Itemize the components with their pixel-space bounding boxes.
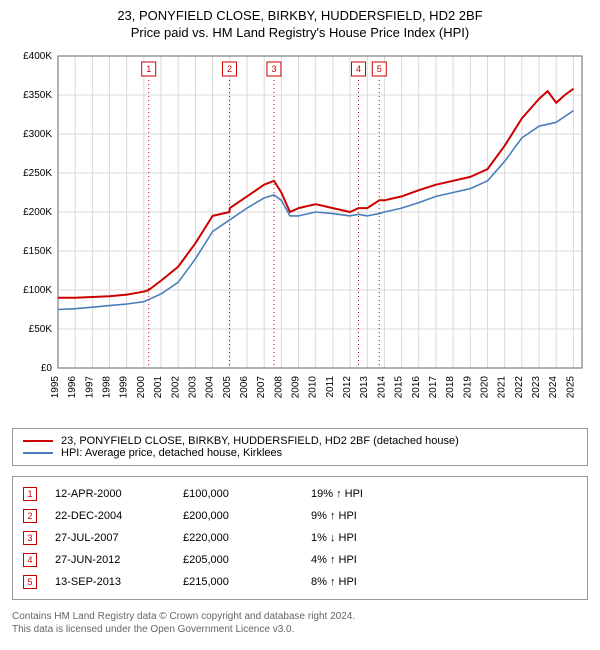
svg-text:£250K: £250K xyxy=(23,168,52,179)
transaction-price: £215,000 xyxy=(183,576,293,588)
transaction-row: 4 27-JUN-2012 £205,000 4% ↑ HPI xyxy=(23,549,577,571)
transaction-date: 13-SEP-2013 xyxy=(55,576,165,588)
svg-text:2008: 2008 xyxy=(273,376,284,399)
svg-text:1995: 1995 xyxy=(50,376,61,399)
transaction-hpi: 1% ↓ HPI xyxy=(311,532,421,544)
legend-label: 23, PONYFIELD CLOSE, BIRKBY, HUDDERSFIEL… xyxy=(61,435,459,447)
chart-svg: £0 £50K £100K £150K £200K £250K £300K £350K £400… xyxy=(12,48,588,418)
svg-text:4: 4 xyxy=(356,64,361,74)
svg-text:2016: 2016 xyxy=(411,376,422,399)
transaction-marker: 4 xyxy=(23,553,37,567)
transaction-hpi: 9% ↑ HPI xyxy=(311,510,421,522)
chart-subtitle: Price paid vs. HM Land Registry's House … xyxy=(12,25,588,40)
legend-label: HPI: Average price, detached house, Kirk… xyxy=(61,447,282,459)
svg-text:£350K: £350K xyxy=(23,90,52,101)
title-block: 23, PONYFIELD CLOSE, BIRKBY, HUDDERSFIEL… xyxy=(12,8,588,40)
legend-item: HPI: Average price, detached house, Kirk… xyxy=(23,447,577,459)
svg-text:5: 5 xyxy=(377,64,382,74)
transaction-price: £220,000 xyxy=(183,532,293,544)
svg-text:2023: 2023 xyxy=(531,376,542,399)
svg-text:2003: 2003 xyxy=(187,376,198,399)
chart-container: 23, PONYFIELD CLOSE, BIRKBY, HUDDERSFIEL… xyxy=(0,0,600,650)
svg-text:2020: 2020 xyxy=(480,376,491,399)
transaction-marker: 1 xyxy=(23,487,37,501)
footer-line-2: This data is licensed under the Open Gov… xyxy=(12,623,588,636)
svg-text:1999: 1999 xyxy=(119,376,130,399)
transaction-price: £205,000 xyxy=(183,554,293,566)
transaction-price: £100,000 xyxy=(183,488,293,500)
svg-text:2022: 2022 xyxy=(514,376,525,399)
svg-text:2018: 2018 xyxy=(445,376,456,399)
svg-text:2019: 2019 xyxy=(462,376,473,399)
chart-area: £0 £50K £100K £150K £200K £250K £300K £350K £400… xyxy=(12,48,588,418)
svg-text:2015: 2015 xyxy=(394,376,405,399)
transaction-hpi: 8% ↑ HPI xyxy=(311,576,421,588)
svg-text:1997: 1997 xyxy=(84,376,95,399)
svg-text:2025: 2025 xyxy=(565,376,576,399)
transaction-price: £200,000 xyxy=(183,510,293,522)
legend-box: 23, PONYFIELD CLOSE, BIRKBY, HUDDERSFIEL… xyxy=(12,428,588,466)
svg-text:2007: 2007 xyxy=(256,376,267,399)
legend-swatch xyxy=(23,452,53,454)
svg-text:2024: 2024 xyxy=(548,376,559,399)
svg-text:£400K: £400K xyxy=(23,51,52,62)
svg-text:2012: 2012 xyxy=(342,376,353,399)
svg-text:2014: 2014 xyxy=(376,376,387,399)
svg-text:2006: 2006 xyxy=(239,376,250,399)
transaction-marker: 5 xyxy=(23,575,37,589)
svg-text:2011: 2011 xyxy=(325,376,336,398)
svg-text:3: 3 xyxy=(271,64,276,74)
transaction-marker: 2 xyxy=(23,509,37,523)
svg-text:1998: 1998 xyxy=(102,376,113,399)
svg-text:2000: 2000 xyxy=(136,376,147,399)
chart-title: 23, PONYFIELD CLOSE, BIRKBY, HUDDERSFIEL… xyxy=(12,8,588,23)
transaction-hpi: 4% ↑ HPI xyxy=(311,554,421,566)
transaction-row: 5 13-SEP-2013 £215,000 8% ↑ HPI xyxy=(23,571,577,593)
transaction-marker: 3 xyxy=(23,531,37,545)
transaction-row: 1 12-APR-2000 £100,000 19% ↑ HPI xyxy=(23,483,577,505)
svg-text:2001: 2001 xyxy=(153,376,164,399)
svg-text:2017: 2017 xyxy=(428,376,439,399)
transaction-date: 27-JUN-2012 xyxy=(55,554,165,566)
svg-text:2021: 2021 xyxy=(497,376,508,399)
svg-text:2009: 2009 xyxy=(291,376,302,399)
svg-text:2004: 2004 xyxy=(205,376,216,399)
transaction-date: 27-JUL-2007 xyxy=(55,532,165,544)
svg-text:£200K: £200K xyxy=(23,207,52,218)
footer-attribution: Contains HM Land Registry data © Crown c… xyxy=(12,610,588,636)
svg-text:2: 2 xyxy=(227,64,232,74)
svg-text:2002: 2002 xyxy=(170,376,181,399)
svg-text:£100K: £100K xyxy=(23,285,52,296)
transaction-row: 3 27-JUL-2007 £220,000 1% ↓ HPI xyxy=(23,527,577,549)
svg-text:£0: £0 xyxy=(41,363,53,374)
svg-text:1996: 1996 xyxy=(67,376,78,399)
transaction-hpi: 19% ↑ HPI xyxy=(311,488,421,500)
svg-text:£300K: £300K xyxy=(23,129,52,140)
svg-text:2013: 2013 xyxy=(359,376,370,399)
footer-line-1: Contains HM Land Registry data © Crown c… xyxy=(12,610,588,623)
legend-swatch xyxy=(23,440,53,442)
svg-text:£50K: £50K xyxy=(29,324,53,335)
transaction-date: 22-DEC-2004 xyxy=(55,510,165,522)
legend-item: 23, PONYFIELD CLOSE, BIRKBY, HUDDERSFIEL… xyxy=(23,435,577,447)
svg-text:1: 1 xyxy=(146,64,151,74)
svg-text:2005: 2005 xyxy=(222,376,233,399)
transactions-table: 1 12-APR-2000 £100,000 19% ↑ HPI 2 22-DEC-200… xyxy=(12,476,588,600)
transaction-row: 2 22-DEC-2004 £200,000 9% ↑ HPI xyxy=(23,505,577,527)
transaction-date: 12-APR-2000 xyxy=(55,488,165,500)
svg-text:2010: 2010 xyxy=(308,376,319,399)
svg-text:£150K: £150K xyxy=(23,246,52,257)
